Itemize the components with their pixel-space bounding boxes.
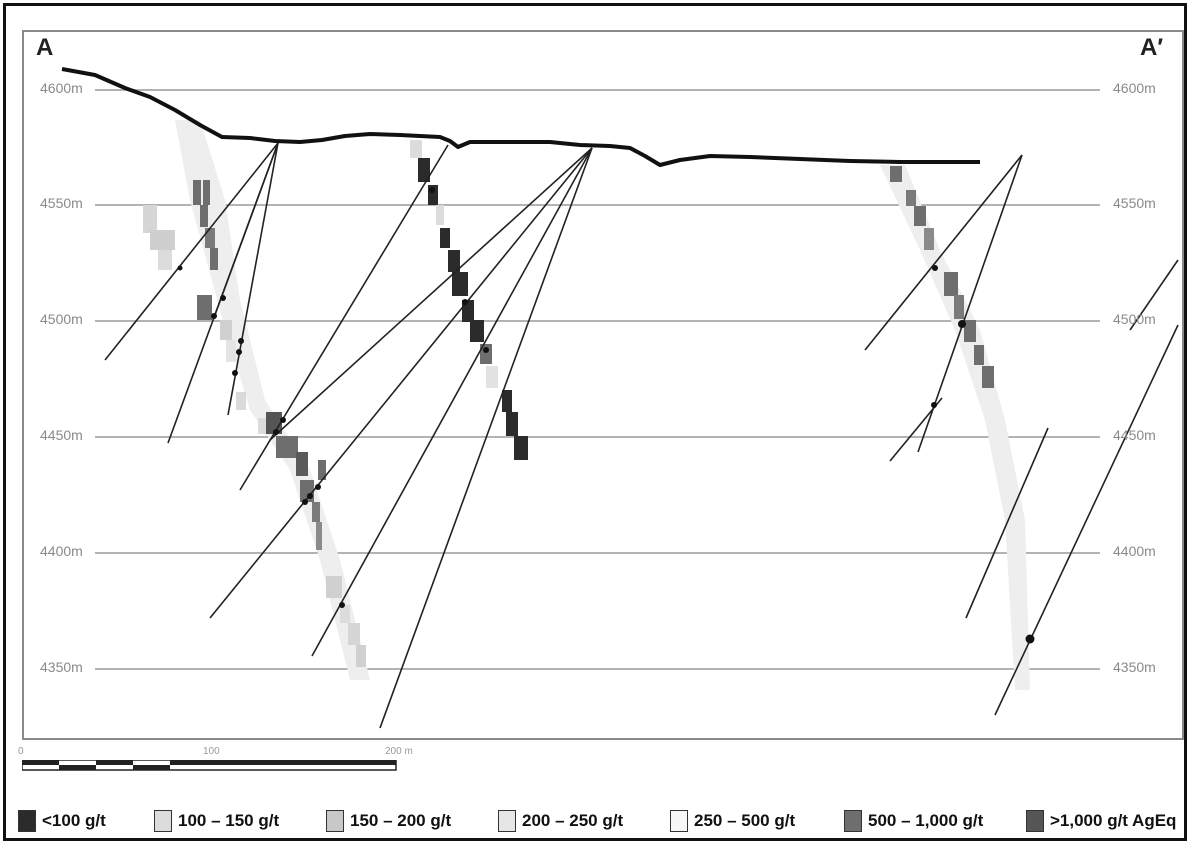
legend-item: <100 g/t [18,810,106,832]
legend-swatch [670,810,688,832]
elevation-label-right: 4600m [1113,80,1156,96]
legend-item: 500 – 1,000 g/t [844,810,983,832]
grade-blocks-vein-3 [890,166,994,388]
scale-tick-label: 100 [203,746,220,757]
legend-item: 200 – 250 g/t [498,810,623,832]
legend-swatch [154,810,172,832]
grade-blocks-vein-2 [410,140,528,460]
elevation-label-right: 4550m [1113,195,1156,211]
elevation-label-left: 4450m [40,427,83,443]
grade-legend: <100 g/t 100 – 150 g/t 150 – 200 g/t 200… [14,806,1194,840]
elevation-label-left: 4600m [40,80,83,96]
grade-blocks-vein-1 [143,180,366,667]
elevation-label-left: 4400m [40,543,83,559]
section-frame [22,30,1184,740]
elevation-label-right: 4350m [1113,659,1156,675]
scale-tick-label: 0 [18,746,24,757]
legend-label: 500 – 1,000 g/t [868,811,984,830]
legend-item: >1,000 g/t AgEq [1026,810,1176,832]
elevation-label-left: 4500m [40,311,83,327]
legend-swatch [18,810,36,832]
legend-label: >1,000 g/t AgEq [1050,811,1177,830]
legend-label: 150 – 200 g/t [350,811,452,830]
legend-swatch [844,810,862,832]
legend-label: 100 – 150 g/t [178,811,280,830]
scale-tick-label: 200 m [385,746,413,757]
legend-item: 250 – 500 g/t [670,810,795,832]
legend-swatch [498,810,516,832]
elevation-label-right: 4400m [1113,543,1156,559]
elevation-label-right: 4450m [1113,427,1156,443]
intercept-markers [177,187,1035,644]
elevation-label-left: 4350m [40,659,83,675]
elevation-label-right: 4500m [1113,311,1156,327]
legend-item: 150 – 200 g/t [326,810,451,832]
legend-label: 200 – 250 g/t [522,811,624,830]
scale-bar [22,760,397,771]
legend-item: 100 – 150 g/t [154,810,279,832]
section-end-label: A′ [1140,34,1164,61]
section-start-label: A [36,34,54,61]
legend-label: 250 – 500 g/t [694,811,796,830]
legend-swatch [1026,810,1044,832]
legend-label: <100 g/t [42,811,106,830]
drill-holes [104,142,1179,729]
topographic-surface [61,67,980,167]
legend-swatch [326,810,344,832]
elevation-label-left: 4550m [40,195,83,211]
